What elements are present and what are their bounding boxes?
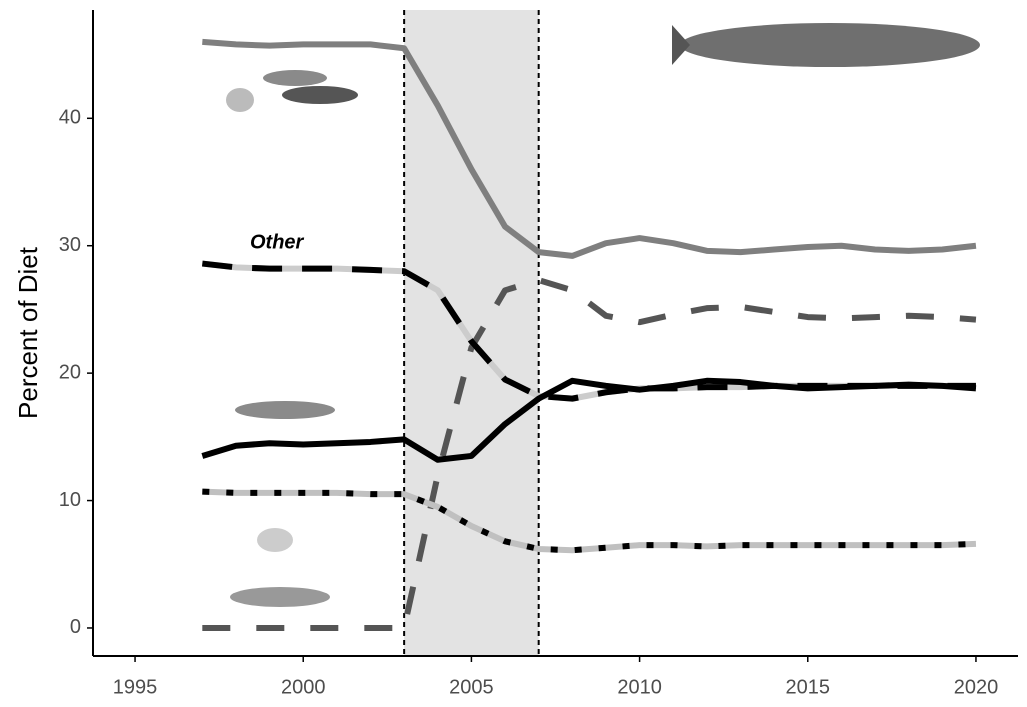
series-line — [202, 38, 977, 259]
y-tick-label: 20 — [59, 361, 81, 383]
series-line — [202, 277, 977, 631]
x-tick-label: 1995 — [113, 676, 158, 698]
fish-icons — [226, 23, 980, 607]
y-axis-label: Percent of Diet — [13, 246, 43, 419]
series-line-base — [202, 488, 977, 554]
x-tick-label: 2020 — [954, 676, 999, 698]
y-tick-label: 30 — [59, 234, 81, 256]
annotation: Other — [250, 231, 305, 253]
shaded-period — [404, 10, 539, 656]
y-tick-label: 10 — [59, 489, 81, 511]
x-tick-label: 2010 — [617, 676, 662, 698]
series-line — [201, 260, 976, 402]
y-tick-label: 0 — [70, 616, 81, 638]
y-tick-label: 40 — [59, 107, 81, 129]
series-line — [202, 488, 977, 554]
x-tick-label: 2005 — [449, 676, 494, 698]
series-line — [201, 377, 977, 463]
x-tick-label: 2015 — [786, 676, 831, 698]
x-tick-label: 2000 — [281, 676, 326, 698]
series-line-base — [201, 260, 976, 402]
